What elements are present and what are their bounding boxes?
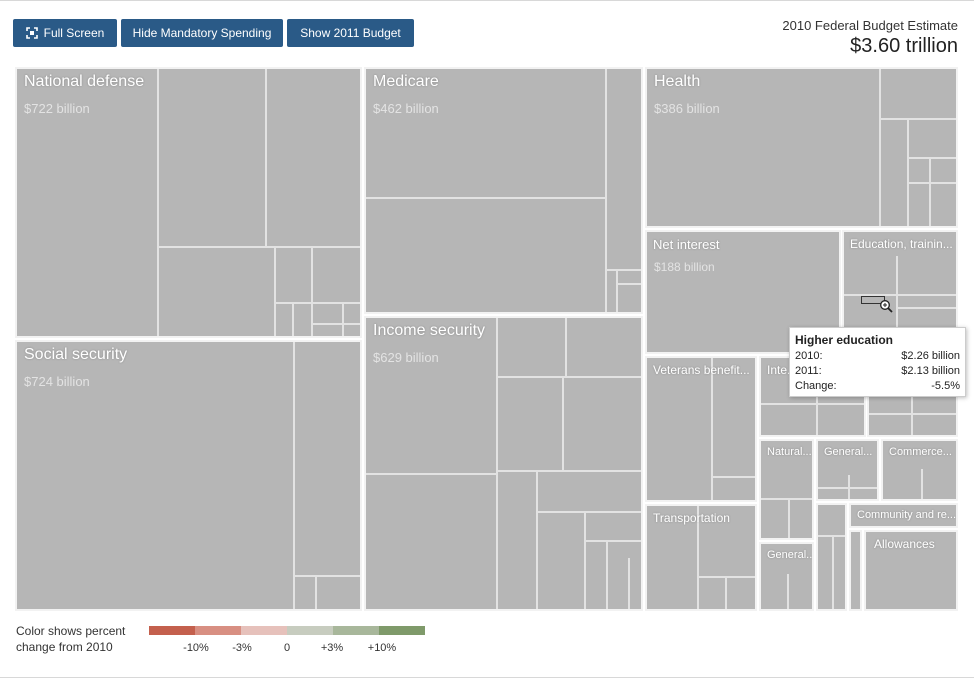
legend-swatch <box>287 626 333 635</box>
zoom-in-cursor-icon <box>880 300 893 313</box>
hide-mandatory-label: Hide Mandatory Spending <box>132 26 272 40</box>
treemap-cell-veterans[interactable]: Veterans benefit... <box>645 356 757 502</box>
cell-name: Health <box>654 73 701 90</box>
hide-mandatory-spending-button[interactable]: Hide Mandatory Spending <box>121 19 283 47</box>
cell-name: General... <box>824 446 873 458</box>
budget-title: 2010 Federal Budget Estimate <box>782 18 958 33</box>
legend-swatch <box>379 626 425 635</box>
cell-name: Income security <box>373 322 486 339</box>
color-legend-bar <box>149 626 425 635</box>
full-screen-label: Full Screen <box>43 26 105 40</box>
legend-tick: +3% <box>320 642 344 654</box>
show-2011-label: Show 2011 Budget <box>300 26 401 40</box>
cell-name: General... <box>767 549 814 561</box>
cell-name: Commerce... <box>889 446 952 458</box>
treemap-cell-national-defense[interactable]: National defense $722 billion <box>15 67 362 338</box>
budget-total: $3.60 trillion <box>850 35 958 57</box>
tooltip-title: Higher education <box>795 333 894 347</box>
cell-name: Medicare <box>373 73 439 90</box>
legend-swatch <box>149 626 195 635</box>
treemap-cell-general-science[interactable]: General... <box>759 542 814 611</box>
tooltip-row: 2011: $2.13 billion <box>795 364 960 379</box>
treemap-cell-social-security[interactable]: Social security $724 billion <box>15 340 362 611</box>
cell-name: Net interest <box>653 237 720 252</box>
tooltip-label: Change: <box>795 380 837 392</box>
tooltip-row: 2010: $2.26 billion <box>795 349 960 364</box>
show-2011-budget-button[interactable]: Show 2011 Budget <box>287 19 414 47</box>
legend-swatch <box>195 626 241 635</box>
legend-tick: -3% <box>232 642 252 654</box>
cell-name: Education, trainin... <box>850 237 953 251</box>
treemap-cell-medicare[interactable]: Medicare $462 billion <box>364 67 643 314</box>
treemap-cell-allowances[interactable]: Allowances <box>864 530 958 611</box>
treemap-cell-general-government[interactable]: General... <box>816 439 879 501</box>
treemap-cell-natural-resources[interactable]: Natural... <box>759 439 814 540</box>
legend-caption-line: Color shows percent <box>16 624 126 638</box>
tooltip: Higher education 2010: $2.26 billion 201… <box>789 327 966 397</box>
treemap-cell-narrow-slice[interactable] <box>849 530 862 611</box>
tooltip-label: 2011: <box>795 365 822 377</box>
tooltip-value: -5.5% <box>931 380 960 392</box>
cell-amount: $724 billion <box>24 374 90 389</box>
legend-tick: +10% <box>367 642 397 654</box>
legend-swatch <box>333 626 379 635</box>
cell-name: Natural... <box>767 446 812 458</box>
treemap-cell-transportation[interactable]: Transportation <box>645 504 757 611</box>
treemap-cell-health[interactable]: Health $386 billion <box>645 67 958 228</box>
treemap-cell-commerce[interactable]: Commerce... <box>881 439 958 501</box>
full-screen-button[interactable]: Full Screen <box>13 19 117 47</box>
cell-name: Transportation <box>653 511 730 525</box>
legend-tick: -10% <box>183 642 209 654</box>
cell-amount: $462 billion <box>373 101 439 116</box>
tooltip-row: Change: -5.5% <box>795 379 960 394</box>
cell-name: Community and re... <box>857 509 957 521</box>
treemap-cell-community[interactable]: Community and re... <box>849 503 958 528</box>
tooltip-value: $2.26 billion <box>901 350 960 362</box>
cell-amount: $188 billion <box>654 260 715 274</box>
cell-amount: $629 billion <box>373 350 439 365</box>
treemap-cell-unlabeled[interactable] <box>816 503 847 611</box>
legend-caption-line: change from 2010 <box>16 640 113 654</box>
treemap-cell-income-security[interactable]: Income security $629 billion <box>364 316 643 611</box>
cell-name: Allowances <box>874 537 935 551</box>
selected-cell-outline <box>861 296 885 304</box>
legend-tick: 0 <box>283 642 291 654</box>
cell-amount: $722 billion <box>24 101 90 116</box>
tooltip-label: 2010: <box>795 350 823 362</box>
cell-amount: $386 billion <box>654 101 720 116</box>
legend-caption: Color shows percent change from 2010 <box>16 623 125 655</box>
fullscreen-icon <box>25 27 38 39</box>
cell-name: Veterans benefit... <box>653 363 750 377</box>
tooltip-value: $2.13 billion <box>901 365 960 377</box>
legend-swatch <box>241 626 287 635</box>
cell-name: Social security <box>24 346 128 363</box>
cell-name: National defense <box>24 73 145 90</box>
